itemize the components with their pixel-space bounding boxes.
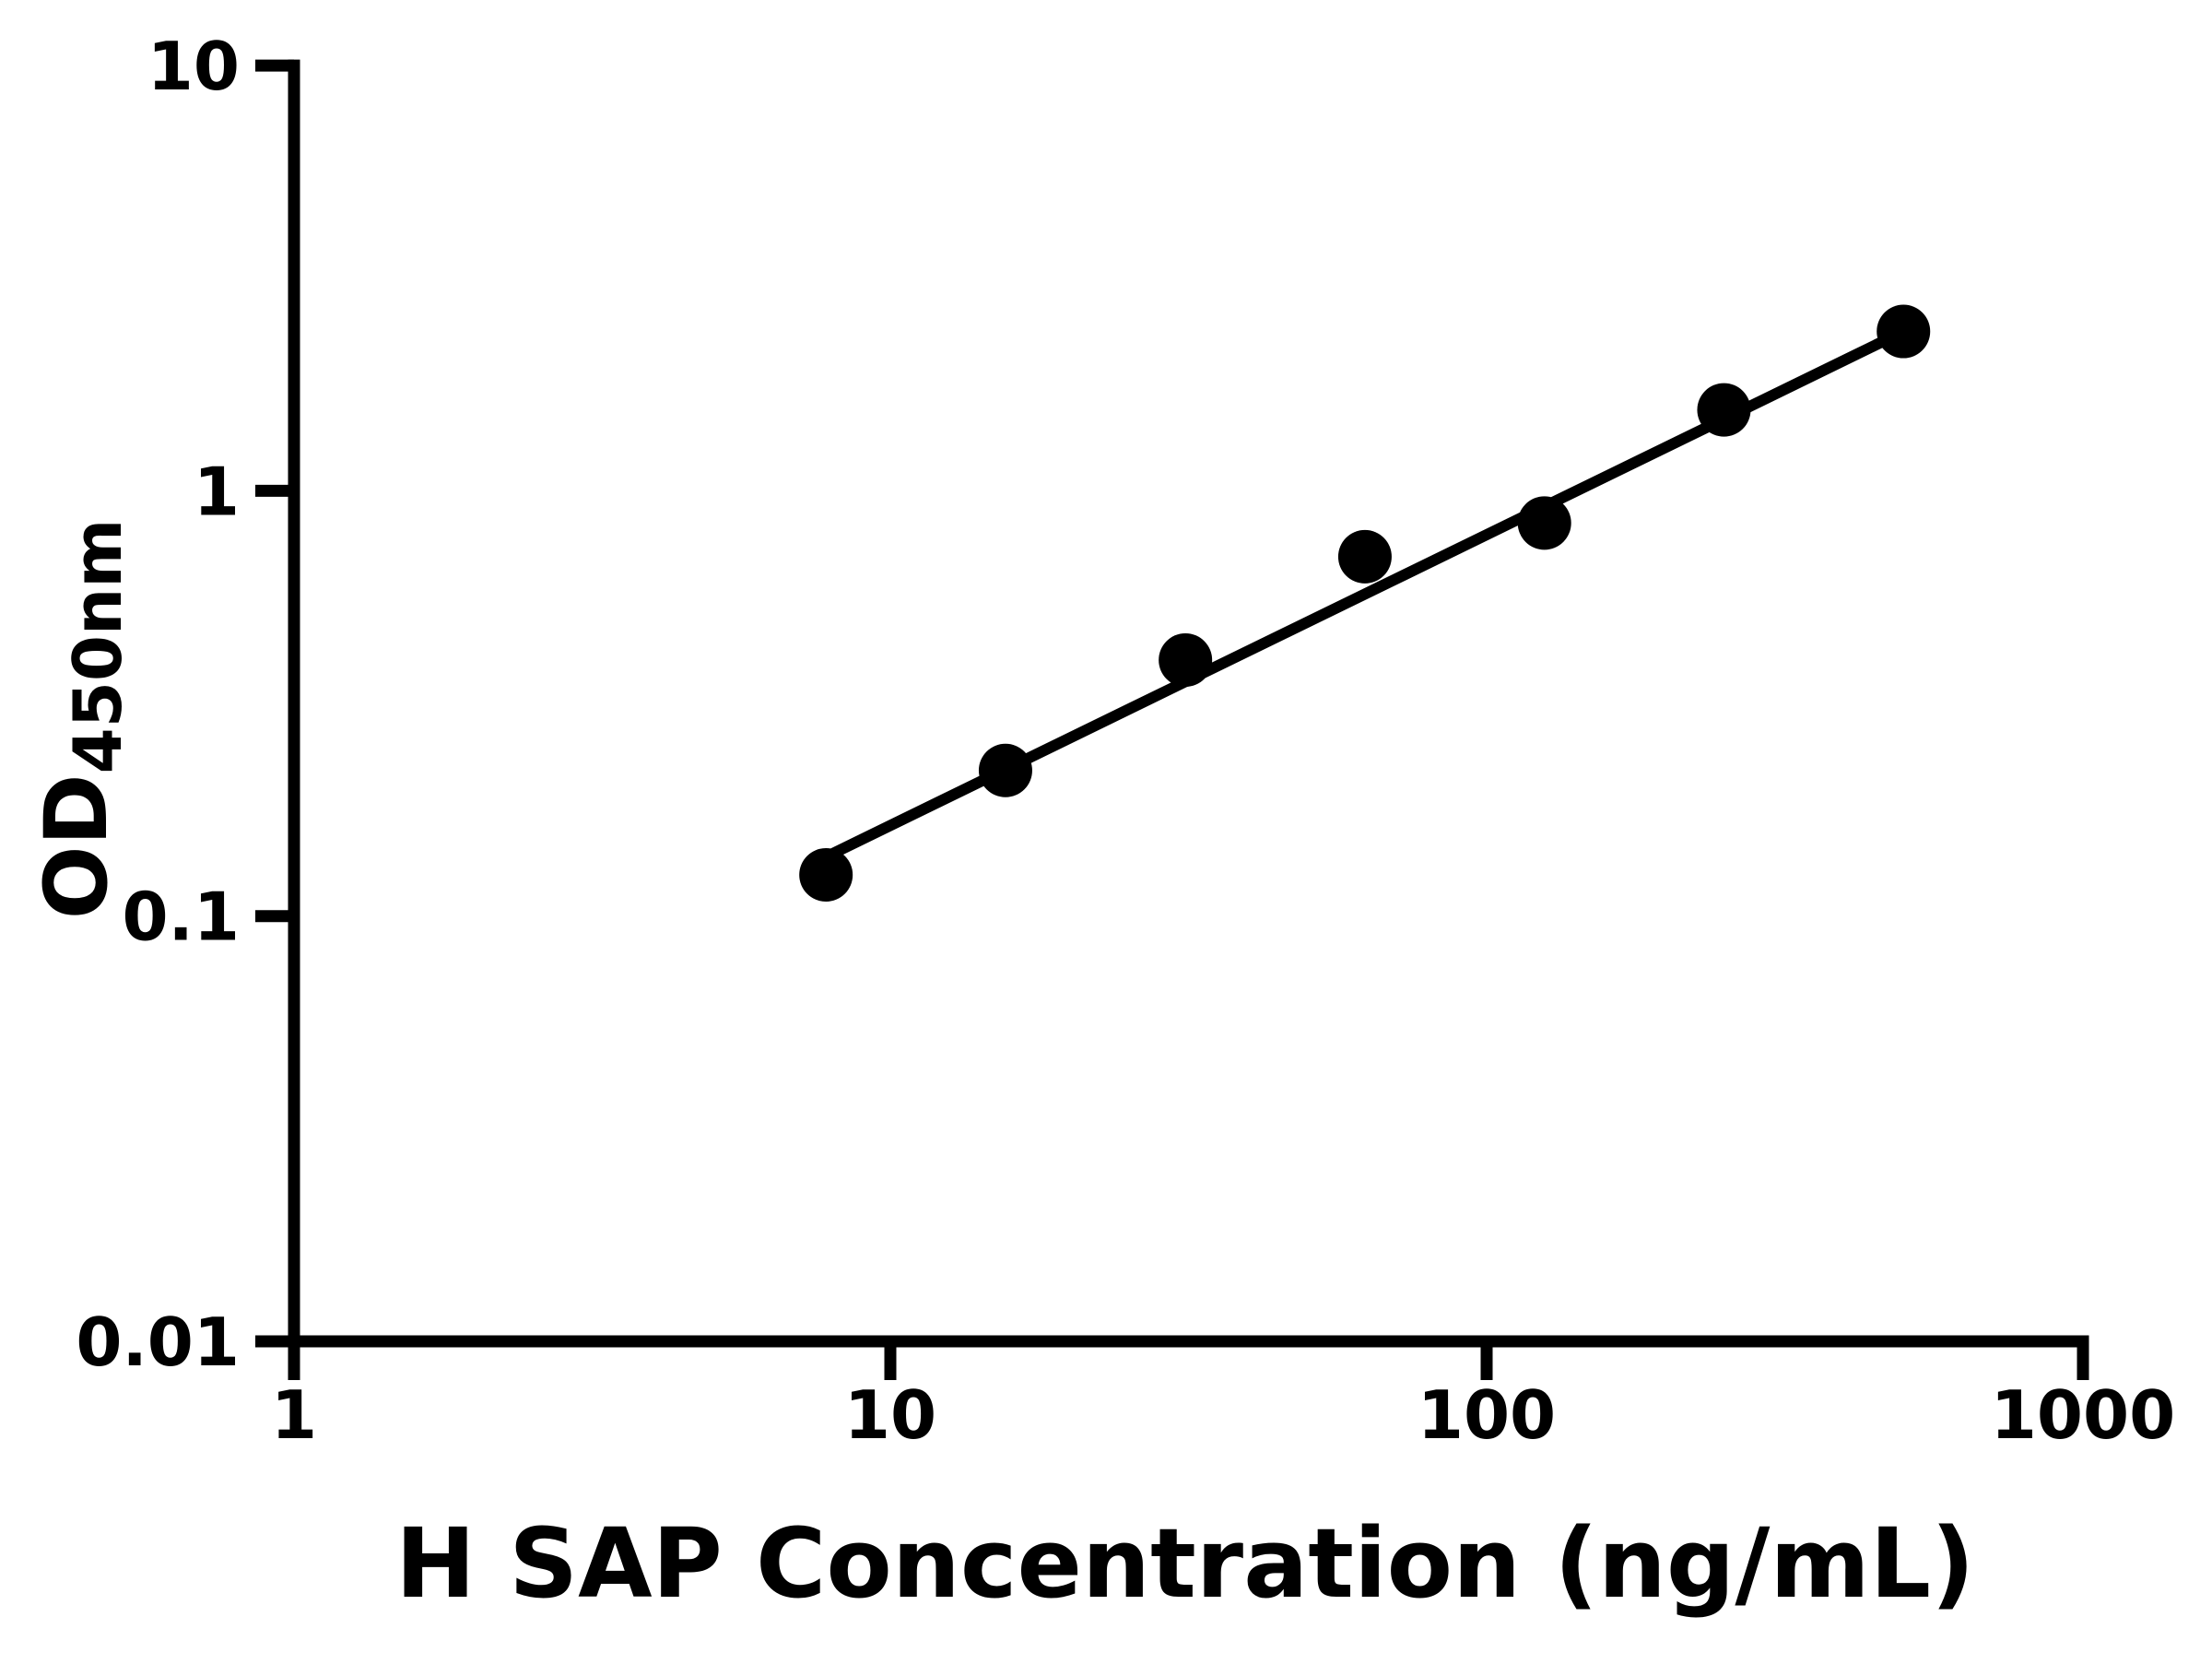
data-point — [1697, 383, 1751, 437]
data-point — [799, 847, 853, 902]
data-point — [1517, 496, 1571, 550]
y-axis-tick-label: 10 — [147, 28, 240, 105]
y-axis-title: OD450nm — [27, 519, 136, 920]
y-axis-title-sub: 450nm — [59, 519, 136, 774]
x-axis-title: H SAP Concentration (ng/mL) — [395, 1507, 1975, 1620]
x-axis-tick-label: 1000 — [1991, 1376, 2175, 1454]
data-point — [1159, 632, 1213, 687]
y-axis-title-main: OD — [27, 773, 127, 919]
x-axis-tick-label: 10 — [844, 1376, 936, 1454]
x-axis-tick-label: 100 — [1418, 1376, 1556, 1454]
data-point — [1337, 529, 1392, 584]
data-point — [1877, 304, 1931, 359]
y-axis-tick-label: 0.1 — [122, 879, 240, 956]
data-point — [978, 743, 1032, 797]
y-axis-tick-label: 0.01 — [76, 1304, 240, 1381]
y-axis-tick-label: 1 — [194, 453, 240, 530]
x-axis-tick-label: 1 — [271, 1376, 317, 1454]
